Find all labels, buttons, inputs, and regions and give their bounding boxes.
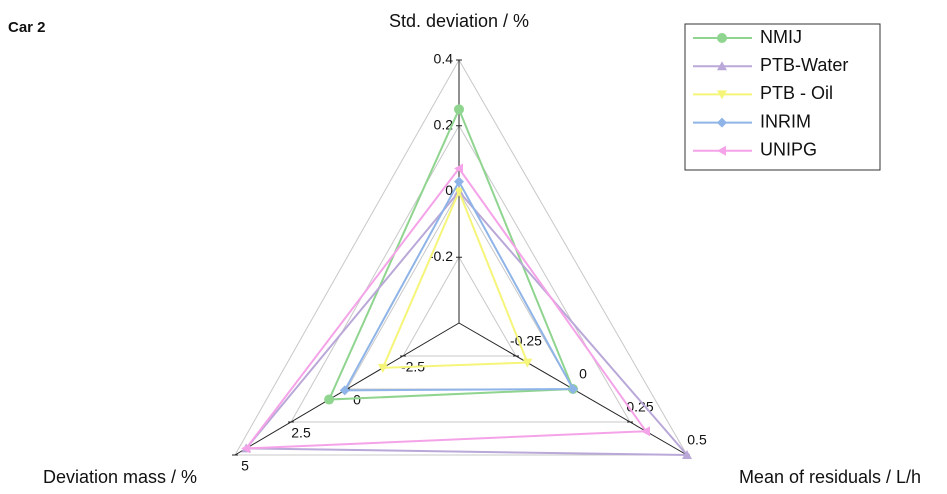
legend-marker — [717, 61, 727, 71]
data-point — [377, 363, 388, 373]
data-point — [324, 394, 335, 405]
series-line — [343, 179, 575, 392]
tick-label: 5 — [241, 458, 249, 474]
data-point — [682, 450, 692, 459]
data-point — [640, 426, 650, 437]
tick-label: -0.2 — [429, 248, 453, 264]
axis-label: Std. deviation / % — [389, 11, 529, 31]
tick-label: 0.5 — [687, 432, 707, 448]
legend-label: INRIM — [760, 111, 811, 131]
legend-label: UNIPG — [760, 140, 817, 160]
tick-label: 0.25 — [626, 399, 653, 415]
tick-label: 0 — [353, 392, 361, 408]
data-point — [454, 104, 464, 115]
data-point — [522, 358, 533, 368]
data-point — [454, 176, 464, 187]
data-point — [241, 443, 251, 454]
legend-marker — [717, 90, 727, 100]
legend-box — [684, 23, 881, 171]
series-line — [381, 188, 529, 369]
series-line — [244, 166, 648, 450]
axis-label: Mean of residuals / L/h — [739, 467, 921, 487]
tick-label: -0.25 — [510, 333, 542, 349]
grid-line — [290, 124, 631, 423]
tick-label: 0 — [579, 366, 587, 382]
tick-label: 0 — [445, 182, 453, 198]
data-point — [339, 385, 350, 396]
legend-marker — [717, 117, 727, 128]
axis-label: Deviation mass / % — [43, 467, 197, 487]
legend-label: PTB - Oil — [760, 83, 833, 103]
data-point — [454, 163, 463, 174]
data-point — [568, 384, 578, 394]
legend-label: NMIJ — [760, 27, 802, 47]
grid-line — [402, 256, 517, 357]
grid-line — [234, 58, 688, 456]
legend-label: PTB-Water — [760, 55, 848, 75]
tick-label: 0.2 — [434, 116, 454, 132]
chart-title: Car 2 — [8, 19, 46, 36]
tick-label: 0.4 — [434, 51, 454, 67]
grid-line — [346, 190, 574, 390]
legend-marker — [717, 33, 727, 43]
tick-label: 2.5 — [291, 425, 311, 441]
legend-marker — [717, 145, 726, 156]
series-line — [244, 189, 690, 457]
data-point — [454, 187, 464, 197]
